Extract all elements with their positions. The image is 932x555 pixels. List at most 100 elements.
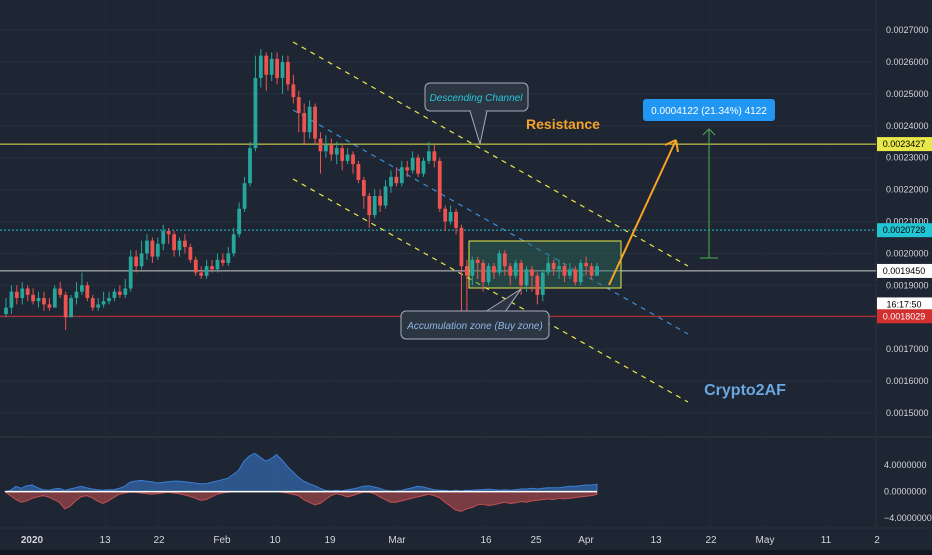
- price-tag-label: 0.0019450: [883, 266, 926, 276]
- candle-body: [302, 113, 307, 133]
- price-tick-label: 0.0022000: [886, 185, 929, 195]
- price-tick-label: 0.0017000: [886, 344, 929, 354]
- candle-body: [90, 298, 95, 308]
- projection-arrow-line[interactable]: [608, 139, 677, 286]
- candle-body: [416, 157, 420, 174]
- indicator-tick-label: −4.0000000: [884, 513, 932, 523]
- candle-body: [112, 291, 117, 299]
- candle-body: [155, 243, 160, 257]
- candle-body: [318, 138, 323, 152]
- candle-body: [248, 148, 252, 184]
- candle-body: [367, 195, 372, 216]
- candle-body: [535, 275, 540, 295]
- price-tick-label: 0.0015000: [886, 408, 929, 418]
- candle-body: [25, 288, 30, 295]
- candle-body: [557, 266, 561, 270]
- price-tick-label: 0.0021000: [886, 217, 929, 227]
- projection-arrowhead: [664, 139, 679, 153]
- candle-body: [524, 269, 529, 286]
- candle-body: [475, 259, 480, 263]
- price-tick-label: 0.0025000: [886, 89, 929, 99]
- price-tick-label: 0.0026000: [886, 57, 929, 67]
- candle-body: [329, 144, 334, 155]
- target-measure-label: 0.0004122 (21.34%) 4122: [651, 106, 767, 117]
- measure-arrowhead: [702, 128, 716, 136]
- price-tag-label: 16:17:50: [886, 299, 921, 309]
- candle-body: [432, 151, 437, 161]
- indicator-red-area: [4, 490, 598, 512]
- price-tick-label: 0.0019000: [886, 280, 929, 290]
- price-tag: [877, 137, 932, 152]
- candle-body: [519, 262, 523, 286]
- candle-body: [324, 144, 328, 152]
- candle-body: [20, 288, 25, 299]
- candle-body: [291, 84, 296, 98]
- candle-body: [399, 167, 404, 184]
- candle-body: [85, 285, 90, 299]
- time-tick-label: 10: [269, 535, 281, 546]
- candle-body: [69, 298, 73, 318]
- indicator-blue-area: [4, 452, 598, 493]
- candlesticks: [4, 49, 599, 330]
- candle-body: [551, 262, 556, 270]
- candle-body: [378, 195, 383, 206]
- candle-body: [172, 234, 176, 251]
- candle-body: [351, 154, 355, 165]
- candle-body: [589, 266, 594, 276]
- candle-body: [128, 256, 133, 289]
- candle-body: [74, 291, 79, 299]
- candle-body: [193, 259, 198, 273]
- price-tag: [877, 223, 932, 238]
- candle-body: [546, 262, 551, 273]
- candle-body: [540, 272, 545, 295]
- candle-body: [42, 298, 46, 305]
- candle-body: [258, 55, 263, 78]
- price-tick-label: 0.0016000: [886, 376, 929, 386]
- candle-body: [36, 298, 41, 302]
- candle-body: [80, 285, 84, 292]
- candle-body: [502, 253, 507, 267]
- time-tick-label: 13: [650, 535, 662, 546]
- callout-pointer-mask: [471, 109, 485, 113]
- price-tag: [877, 297, 932, 312]
- candle-body: [372, 195, 377, 216]
- grid: [0, 0, 932, 529]
- callout-pointer: [469, 110, 488, 145]
- time-tick-label: 22: [153, 535, 165, 546]
- candle-body: [183, 240, 187, 248]
- time-tick-label: 2: [874, 535, 880, 546]
- candle-body: [513, 262, 518, 276]
- target-measure-box[interactable]: [643, 99, 775, 121]
- price-labels: 0.0023427 0.0020728 0.0019450 16:17:50 0.001…: [877, 137, 932, 324]
- accumulation-zone-box[interactable]: [468, 240, 622, 289]
- candle-body: [443, 208, 448, 222]
- candle-body: [280, 62, 285, 78]
- callout-pointer: [484, 288, 522, 313]
- candle-body: [459, 227, 464, 267]
- candle-body: [530, 269, 534, 276]
- accumulation-callout[interactable]: [400, 310, 550, 340]
- candle-body: [52, 288, 57, 308]
- time-tick-label: 19: [324, 535, 336, 546]
- indicator-axis[interactable]: 4.0000000 0.0000000 −4.0000000: [884, 460, 932, 523]
- time-axis[interactable]: 2020 13 22 Feb 10 19 Mar 16 25 Apr 13 22 May 11 2: [21, 535, 880, 546]
- candle-body: [220, 259, 225, 263]
- time-tick-label: 2020: [21, 535, 44, 546]
- resistance-label: Resistance: [526, 116, 600, 132]
- price-tick-label: 0.0020000: [886, 248, 929, 258]
- candle-body: [421, 160, 426, 174]
- candle-body: [264, 55, 269, 75]
- price-tick-label: 0.0027000: [886, 25, 929, 35]
- time-tick-label: Apr: [578, 535, 594, 546]
- indicator-tick-label: 0.0000000: [884, 487, 927, 497]
- candle-body: [464, 266, 469, 276]
- candle-body: [188, 247, 193, 260]
- descending-channel-label: Descending Channel: [430, 93, 524, 104]
- price-tag: [877, 309, 932, 324]
- candle-body: [573, 269, 578, 283]
- candle-body: [145, 240, 149, 254]
- candle-body: [562, 266, 567, 276]
- price-tag-label: 0.0023427: [883, 139, 926, 149]
